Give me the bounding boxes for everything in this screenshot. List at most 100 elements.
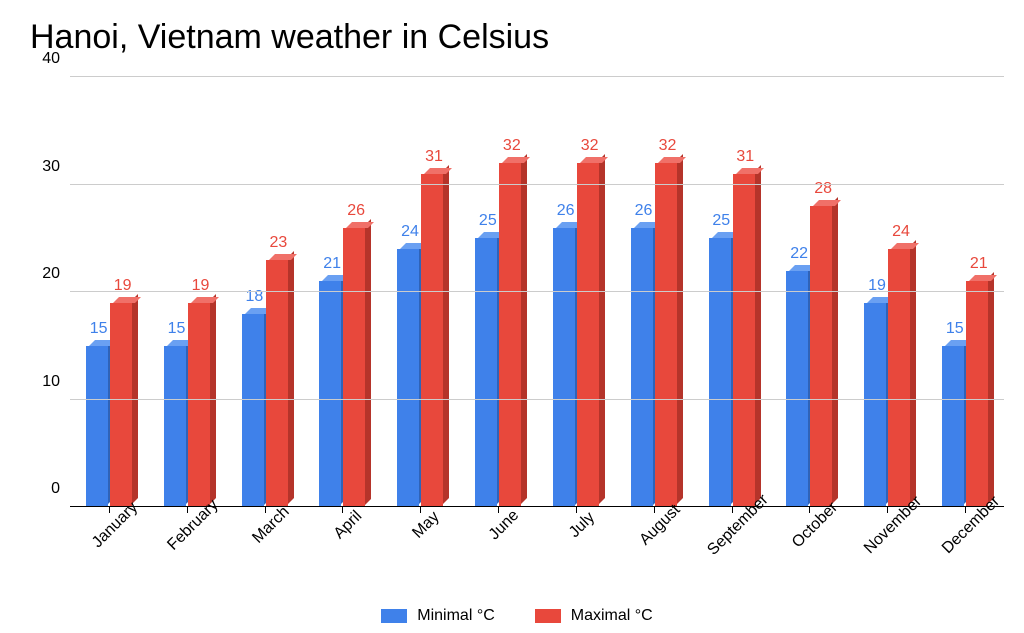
- legend-item: Maximal °C: [535, 607, 653, 625]
- x-label: March: [249, 503, 293, 547]
- bar-cluster: 1519: [164, 303, 210, 507]
- bar: 19: [864, 303, 886, 507]
- bar-front: [110, 303, 132, 507]
- bar-side: [832, 197, 838, 504]
- category: 1519: [70, 77, 148, 507]
- bar-front: [786, 271, 808, 508]
- legend-swatch: [535, 609, 561, 623]
- x-label: April: [331, 508, 366, 543]
- bar-front: [810, 206, 832, 507]
- value-label: 31: [736, 148, 754, 166]
- value-label: 24: [401, 223, 419, 241]
- category: 2531: [693, 77, 771, 507]
- x-label-cell: January: [70, 507, 148, 607]
- value-label: 15: [168, 320, 186, 338]
- legend-label: Maximal °C: [571, 607, 653, 625]
- x-label-cell: March: [226, 507, 304, 607]
- bar: 32: [499, 163, 521, 507]
- bar-front: [888, 249, 910, 507]
- value-label: 32: [503, 137, 521, 155]
- bar: 26: [553, 228, 575, 508]
- y-axis: 010203040: [30, 77, 70, 507]
- chart-area: 010203040 151915191823212624312532263226…: [30, 77, 1004, 507]
- bar: 32: [655, 163, 677, 507]
- bar-side: [365, 219, 371, 505]
- bar-side: [443, 165, 449, 504]
- bar: 24: [888, 249, 910, 507]
- category: 2431: [381, 77, 459, 507]
- legend: Minimal °C Maximal °C: [30, 607, 1004, 625]
- bar-side: [599, 154, 605, 504]
- value-label: 32: [581, 137, 599, 155]
- category: 1924: [848, 77, 926, 507]
- x-label: May: [410, 508, 444, 542]
- bar-cluster: 2632: [631, 163, 677, 507]
- x-label-cell: September: [693, 507, 771, 607]
- bar-front: [164, 346, 186, 507]
- bar-front: [421, 174, 443, 507]
- bar-side: [988, 272, 994, 504]
- bar-cluster: 1521: [942, 281, 988, 507]
- bar: 15: [86, 346, 108, 507]
- category: 1521: [926, 77, 1004, 507]
- bar-front: [319, 281, 341, 507]
- bar: 32: [577, 163, 599, 507]
- category: 2126: [303, 77, 381, 507]
- y-tick-label: 20: [42, 265, 60, 283]
- value-label: 19: [114, 277, 132, 295]
- value-label: 15: [90, 320, 108, 338]
- value-label: 21: [323, 255, 341, 273]
- x-label-cell: May: [381, 507, 459, 607]
- bar-front: [577, 163, 599, 507]
- bar: 21: [966, 281, 988, 507]
- bar-groups: 1519151918232126243125322632263225312228…: [70, 77, 1004, 507]
- x-label-cell: July: [537, 507, 615, 607]
- value-label: 19: [868, 277, 886, 295]
- plot-area: 1519151918232126243125322632263225312228…: [70, 77, 1004, 507]
- gridline: [70, 291, 1004, 292]
- bar-front: [631, 228, 653, 508]
- bar: 15: [164, 346, 186, 507]
- bar-cluster: 1924: [864, 249, 910, 507]
- bar: 31: [733, 174, 755, 507]
- bar: 26: [631, 228, 653, 508]
- bar-front: [397, 249, 419, 507]
- x-label-cell: October: [770, 507, 848, 607]
- y-tick-label: 0: [51, 480, 60, 498]
- x-label-cell: June: [459, 507, 537, 607]
- bar: 19: [110, 303, 132, 507]
- bar-cluster: 2532: [475, 163, 521, 507]
- bar: 25: [475, 238, 497, 507]
- value-label: 32: [659, 137, 677, 155]
- bar-cluster: 2126: [319, 228, 365, 508]
- bar-side: [910, 240, 916, 504]
- legend-swatch: [381, 609, 407, 623]
- x-label-cell: December: [926, 507, 1004, 607]
- x-label: June: [486, 507, 523, 544]
- y-tick-label: 30: [42, 158, 60, 176]
- y-tick-label: 40: [42, 50, 60, 68]
- value-label: 19: [192, 277, 210, 295]
- value-label: 25: [479, 212, 497, 230]
- value-label: 22: [790, 245, 808, 263]
- bar-front: [242, 314, 264, 508]
- y-tick-label: 10: [42, 373, 60, 391]
- bar: 21: [319, 281, 341, 507]
- bar: 24: [397, 249, 419, 507]
- bar: 26: [343, 228, 365, 508]
- gridline: [70, 76, 1004, 77]
- value-label: 26: [347, 202, 365, 220]
- legend-item: Minimal °C: [381, 607, 495, 625]
- bar-front: [86, 346, 108, 507]
- bar: 23: [266, 260, 288, 507]
- bar-front: [709, 238, 731, 507]
- bar: 28: [810, 206, 832, 507]
- category: 1823: [226, 77, 304, 507]
- bar-front: [553, 228, 575, 508]
- value-label: 24: [892, 223, 910, 241]
- bar-cluster: 2632: [553, 163, 599, 507]
- bar-side: [755, 165, 761, 504]
- bar: 31: [421, 174, 443, 507]
- bar-front: [966, 281, 988, 507]
- x-label: August: [636, 501, 684, 549]
